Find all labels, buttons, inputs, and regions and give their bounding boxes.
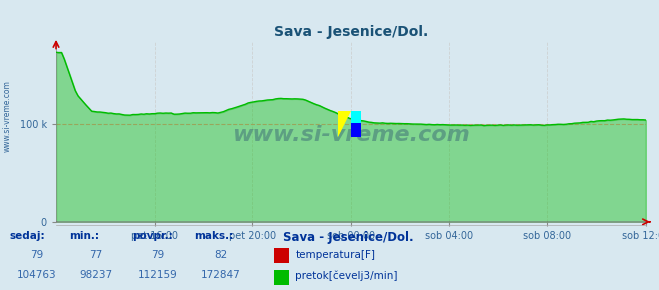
- Bar: [274, 270, 289, 285]
- Text: 98237: 98237: [79, 270, 112, 280]
- Polygon shape: [338, 111, 351, 137]
- Bar: [274, 248, 289, 263]
- Bar: [351, 123, 361, 137]
- Text: pretok[čevelj3/min]: pretok[čevelj3/min]: [295, 270, 398, 281]
- Text: www.si-vreme.com: www.si-vreme.com: [232, 125, 470, 145]
- Text: povpr.:: povpr.:: [132, 231, 173, 241]
- Text: www.si-vreme.com: www.si-vreme.com: [3, 80, 12, 152]
- Text: min.:: min.:: [69, 231, 100, 241]
- Bar: [351, 111, 361, 123]
- Text: 112159: 112159: [138, 270, 178, 280]
- Text: 104763: 104763: [16, 270, 56, 280]
- Text: temperatura[F]: temperatura[F]: [295, 249, 375, 260]
- Text: maks.:: maks.:: [194, 231, 234, 241]
- Title: Sava - Jesenice/Dol.: Sava - Jesenice/Dol.: [273, 26, 428, 39]
- Text: sedaj:: sedaj:: [10, 231, 45, 241]
- Text: 172847: 172847: [201, 270, 241, 280]
- Text: Sava - Jesenice/Dol.: Sava - Jesenice/Dol.: [283, 231, 414, 244]
- Text: 79: 79: [30, 249, 43, 260]
- Text: 77: 77: [89, 249, 102, 260]
- Text: 82: 82: [214, 249, 227, 260]
- Text: 79: 79: [152, 249, 165, 260]
